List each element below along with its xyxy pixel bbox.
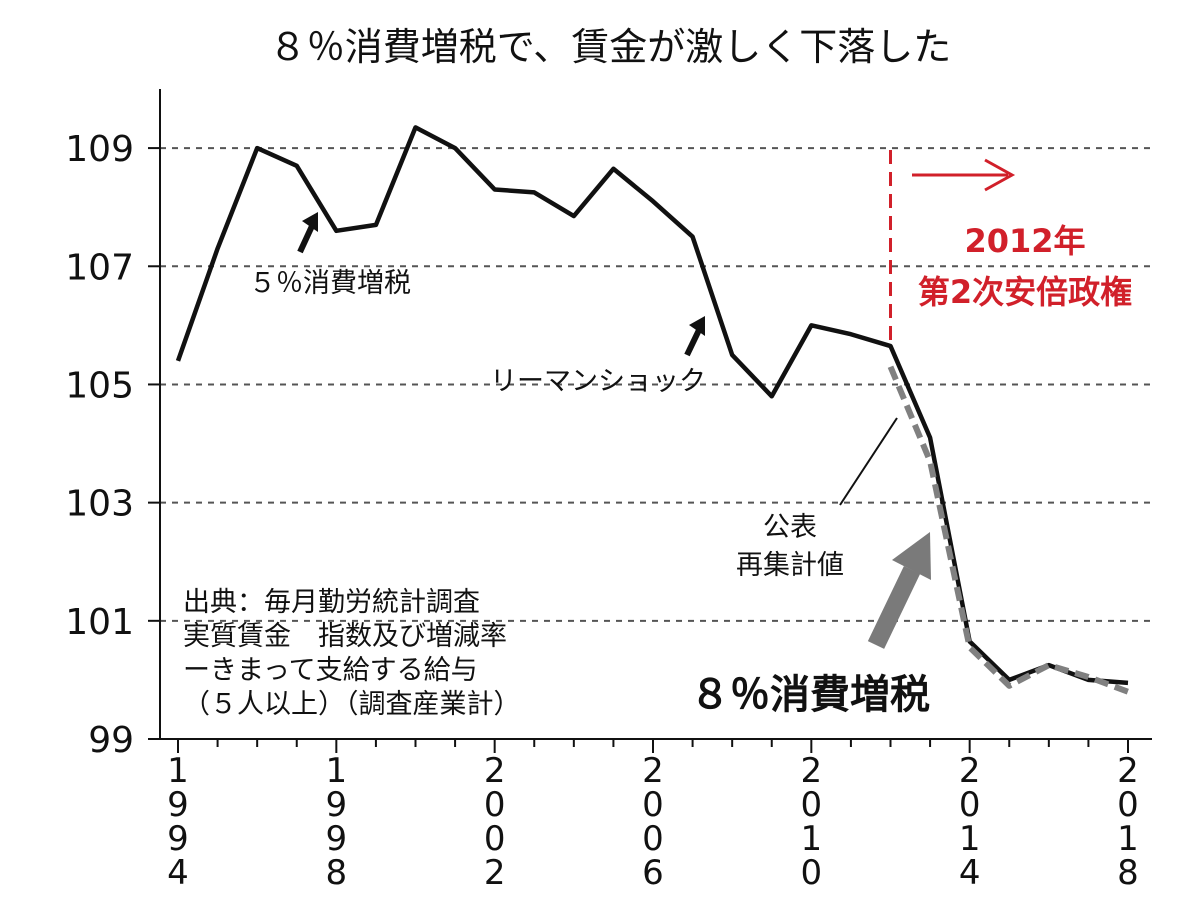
x-tick-digit: 2 bbox=[801, 751, 823, 791]
lehman-arrow bbox=[684, 316, 705, 357]
lehman-label: リーマンショック bbox=[490, 366, 706, 397]
x-tick-digit: 2 bbox=[1117, 751, 1139, 791]
x-tick-digit: 2 bbox=[959, 751, 981, 791]
grid-lines bbox=[160, 147, 1152, 622]
recount-label-2: 再集計値 bbox=[736, 550, 844, 581]
x-tick-digit: 9 bbox=[167, 785, 189, 825]
y-tick-label: 109 bbox=[65, 129, 134, 170]
abe-year-label: 2012年 bbox=[964, 222, 1085, 260]
x-tick-digit: 9 bbox=[326, 785, 348, 825]
x-tick-digit: 0 bbox=[1117, 785, 1139, 825]
y-tick-labels: 99 101 103 105 107 109 bbox=[65, 129, 134, 761]
y-tick-label: 105 bbox=[65, 365, 134, 406]
source-line-3: ーきまって支給する給与 bbox=[183, 655, 478, 686]
x-tick-digit: 1 bbox=[1117, 819, 1139, 859]
x-tick-digit: 1 bbox=[959, 819, 981, 859]
x-tick-digit: 0 bbox=[959, 785, 981, 825]
x-tick-digit: 9 bbox=[326, 819, 348, 859]
abe-admin-label: 第2次安倍政権 bbox=[918, 273, 1132, 311]
x-tick-digit: 0 bbox=[642, 785, 664, 825]
series-layer bbox=[175, 125, 1130, 695]
x-tick-digit: 0 bbox=[801, 853, 823, 893]
x-tick-digit: 0 bbox=[484, 819, 506, 859]
y-tick-label: 103 bbox=[65, 484, 134, 525]
vat8-arrow bbox=[867, 532, 931, 649]
recount-label-1: 公表 bbox=[763, 512, 817, 543]
x-tick-digit: 0 bbox=[642, 819, 664, 859]
series-line-original bbox=[175, 125, 1129, 686]
recount-pointer-line bbox=[839, 417, 898, 506]
source-line-2: 実質賃金 指数及び増減率 bbox=[183, 621, 507, 652]
x-tick-digit: 2 bbox=[642, 751, 664, 791]
x-tick-digit: 4 bbox=[167, 853, 189, 893]
vat5-arrow bbox=[297, 212, 318, 254]
chart-title: ８％消費増税で、賃金が激しく下落した bbox=[269, 25, 951, 69]
axes bbox=[148, 89, 1152, 753]
y-tick-label: 99 bbox=[88, 720, 134, 761]
x-tick-digit: 6 bbox=[642, 853, 664, 893]
x-tick-digit: 1 bbox=[167, 751, 189, 791]
series-line-recomputed bbox=[887, 365, 1130, 695]
source-line-4: （５人以上）（調査産業計） bbox=[183, 689, 521, 720]
x-tick-digit: 2 bbox=[484, 751, 506, 791]
x-tick-digit: 0 bbox=[801, 785, 823, 825]
x-tick-digit: 1 bbox=[326, 751, 348, 791]
x-tick-digit: 1 bbox=[801, 819, 823, 859]
x-tick-digit: 2 bbox=[484, 853, 506, 893]
source-line-1: 出典：毎月勤労統計調査 bbox=[183, 587, 480, 618]
x-tick-digit: 8 bbox=[326, 853, 348, 893]
y-tick-label: 107 bbox=[65, 247, 134, 288]
vat8-label: ８％消費増税 bbox=[690, 672, 930, 718]
x-tick-digit: 4 bbox=[959, 853, 981, 893]
x-tick-digit: 0 bbox=[484, 785, 506, 825]
x-tick-digit: 9 bbox=[167, 819, 189, 859]
y-tick-label: 101 bbox=[65, 602, 134, 643]
vat5-label: ５％消費増税 bbox=[249, 268, 411, 299]
x-tick-digit: 8 bbox=[1117, 853, 1139, 893]
abe-arrow bbox=[912, 158, 1016, 192]
